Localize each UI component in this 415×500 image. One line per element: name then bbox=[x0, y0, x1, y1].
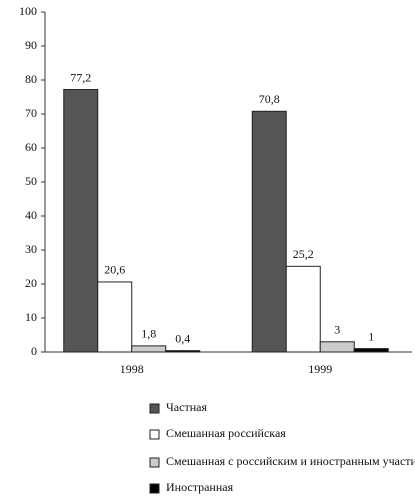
legend-label: Смешанная российская bbox=[166, 426, 286, 440]
value-label: 1,8 bbox=[141, 327, 156, 341]
bar bbox=[131, 345, 167, 353]
legend-swatch bbox=[149, 457, 160, 468]
bar bbox=[251, 110, 287, 353]
y-tick-label: 0 bbox=[31, 344, 37, 358]
bar bbox=[63, 89, 99, 353]
value-label: 20,6 bbox=[104, 263, 125, 277]
legend-label: Иностранная bbox=[166, 480, 234, 494]
legend-label: Частная bbox=[166, 400, 207, 414]
value-label: 77,2 bbox=[70, 70, 91, 84]
value-label: 0,4 bbox=[175, 331, 190, 345]
x-tick-label: 1998 bbox=[120, 362, 144, 376]
value-label: 3 bbox=[334, 323, 340, 337]
y-tick-label: 100 bbox=[19, 4, 37, 18]
bar bbox=[165, 350, 201, 353]
y-tick-label: 30 bbox=[25, 242, 37, 256]
value-label: 25,2 bbox=[293, 247, 314, 261]
value-label: 70,8 bbox=[259, 92, 280, 106]
value-label: 1 bbox=[368, 329, 374, 343]
bar bbox=[353, 348, 389, 353]
bar bbox=[285, 265, 321, 353]
y-tick-label: 50 bbox=[25, 174, 37, 188]
x-tick-label: 1999 bbox=[308, 362, 332, 376]
legend-label: Смешанная с российским и иностранным уча… bbox=[166, 454, 415, 468]
bar bbox=[319, 341, 355, 353]
legend-swatch bbox=[149, 403, 160, 414]
bar bbox=[97, 281, 133, 353]
y-tick-label: 80 bbox=[25, 72, 37, 86]
y-tick-label: 60 bbox=[25, 140, 37, 154]
y-tick-label: 90 bbox=[25, 38, 37, 52]
y-tick-label: 70 bbox=[25, 106, 37, 120]
legend-swatch bbox=[149, 483, 160, 494]
y-tick-label: 10 bbox=[25, 310, 37, 324]
y-tick-label: 40 bbox=[25, 208, 37, 222]
legend-swatch bbox=[149, 429, 160, 440]
y-tick-label: 20 bbox=[25, 276, 37, 290]
